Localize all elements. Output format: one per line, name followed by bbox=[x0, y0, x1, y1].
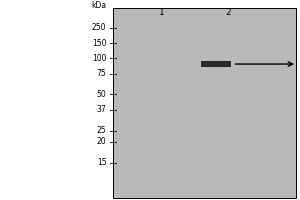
Text: 20: 20 bbox=[97, 137, 106, 146]
Text: 37: 37 bbox=[97, 105, 106, 114]
Text: 250: 250 bbox=[92, 23, 106, 32]
Text: 2: 2 bbox=[225, 8, 231, 17]
Text: 75: 75 bbox=[97, 69, 106, 78]
Text: 50: 50 bbox=[97, 90, 106, 99]
Text: 1: 1 bbox=[159, 8, 165, 17]
Text: 100: 100 bbox=[92, 54, 106, 63]
Bar bbox=[201, 61, 231, 67]
Text: kDa: kDa bbox=[92, 1, 106, 10]
Text: 150: 150 bbox=[92, 39, 106, 48]
Bar bbox=[112, 8, 296, 198]
Text: 25: 25 bbox=[97, 126, 106, 135]
Text: 15: 15 bbox=[97, 158, 106, 167]
